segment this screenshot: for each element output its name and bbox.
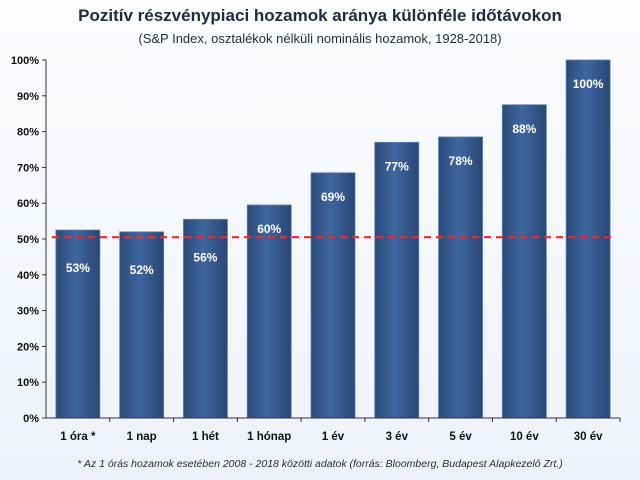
x-tick-label: 30 év — [574, 431, 603, 443]
y-tick-label: 90% — [17, 91, 39, 103]
y-tick-label: 100% — [11, 55, 39, 67]
y-tick-label: 10% — [17, 377, 39, 389]
bar — [55, 229, 101, 419]
data-label: 53% — [66, 261, 90, 275]
data-label: 100% — [573, 77, 604, 91]
chart-title: Pozitív részvénypiaci hozamok aránya kül… — [78, 6, 562, 25]
y-tick-label: 30% — [17, 306, 39, 318]
bar — [246, 204, 292, 419]
x-tick-label: 1 hónap — [247, 431, 291, 443]
y-tick-label: 70% — [17, 162, 39, 174]
bar — [119, 231, 165, 419]
bar — [565, 59, 611, 419]
data-label: 56% — [193, 250, 217, 264]
bar — [310, 172, 356, 419]
y-tick-label: 40% — [17, 270, 39, 282]
x-tick-label: 5 év — [449, 431, 472, 443]
bar — [501, 104, 547, 419]
bar — [183, 218, 228, 419]
data-label: 77% — [385, 159, 409, 173]
x-tick-label: 1 nap — [127, 431, 157, 443]
x-tick-label: 3 év — [386, 431, 409, 443]
data-label: 52% — [130, 263, 154, 277]
chart-subtitle: (S&P Index, osztalékok nélküli nominális… — [138, 31, 502, 46]
bar — [374, 141, 420, 419]
x-tick-label: 10 év — [510, 431, 539, 443]
x-tick-label: 1 év — [322, 431, 345, 443]
x-tick-label: 1 óra * — [60, 431, 96, 443]
data-label: 88% — [512, 122, 536, 136]
data-label: 60% — [257, 222, 281, 236]
y-tick-label: 60% — [17, 198, 39, 210]
y-tick-label: 20% — [17, 341, 39, 353]
footnote: * Az 1 órás hozamok esetében 2008 - 2018… — [77, 458, 563, 470]
y-tick-label: 80% — [17, 127, 39, 139]
data-label: 69% — [321, 190, 345, 204]
bar — [438, 136, 483, 419]
data-label: 78% — [449, 154, 473, 168]
x-tick-label: 1 hét — [192, 431, 219, 443]
y-tick-label: 50% — [17, 234, 39, 246]
y-tick-label: 0% — [23, 413, 39, 425]
